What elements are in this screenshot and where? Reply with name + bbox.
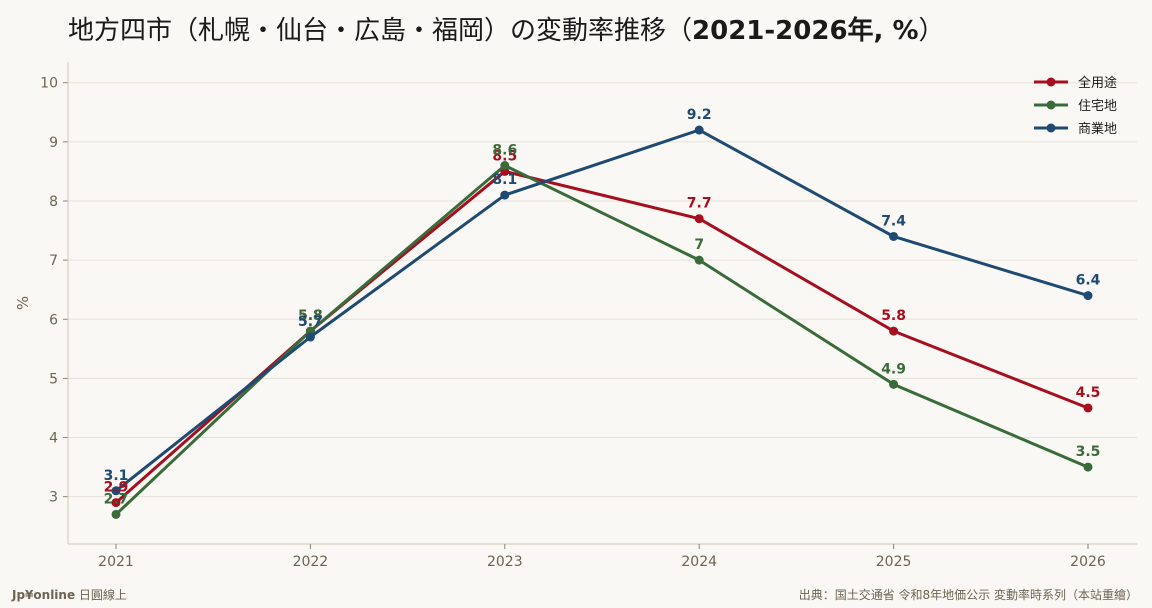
data-label: 7.4	[881, 213, 906, 229]
x-tick-label: 2022	[293, 554, 329, 570]
data-label: 5.8	[881, 308, 906, 324]
data-point	[500, 160, 510, 170]
y-tick-label: 6	[49, 312, 58, 328]
chart-title: 地方四市（札幌・仙台・広島・福岡）の変動率推移（2021-2026年, %）	[68, 10, 945, 47]
y-tick-label: 9	[49, 135, 58, 151]
source-note: 出典：国土交通省 令和8年地価公示 変動率時系列（本站重繪）	[798, 588, 1138, 602]
y-tick-label: 4	[49, 431, 58, 447]
legend-swatch-marker	[1046, 123, 1056, 133]
brand-name: Jp¥online	[12, 588, 76, 602]
data-label: 8.5	[492, 148, 517, 164]
data-label: 6.4	[1076, 273, 1101, 289]
brand-tagline: 日圓線上	[75, 588, 127, 602]
legend-label: 全用途	[1078, 75, 1117, 91]
data-label: 5.8	[298, 308, 323, 324]
data-point	[694, 125, 704, 135]
legend-swatch-marker	[1046, 100, 1056, 110]
y-axis-label: %	[14, 296, 32, 310]
data-point	[889, 326, 899, 336]
data-point	[889, 379, 899, 389]
x-tick-label: 2026	[1070, 554, 1106, 570]
y-tick-label: 3	[49, 490, 58, 506]
chart-title-close: ）	[918, 16, 945, 46]
data-label: 7.7	[687, 196, 712, 212]
data-point	[694, 214, 704, 224]
data-label: 2.9	[104, 480, 129, 496]
data-point	[889, 231, 899, 241]
data-point	[111, 486, 121, 496]
x-tick-label: 2023	[487, 554, 523, 570]
data-label: 9.2	[687, 107, 712, 123]
data-point	[1083, 291, 1093, 301]
x-tick-label: 2025	[876, 554, 912, 570]
x-tick-label: 2021	[98, 554, 134, 570]
legend-swatch-marker	[1046, 77, 1056, 87]
data-point	[500, 190, 510, 200]
data-label: 3.5	[1076, 444, 1101, 460]
data-label: 4.5	[1076, 385, 1101, 401]
footer-brand: Jp¥online 日圓線上	[12, 586, 127, 603]
chart-title-main: 地方四市（札幌・仙台・広島・福岡）の変動率推移（	[68, 16, 693, 46]
y-tick-label: 8	[49, 194, 58, 210]
data-label: 5.7	[298, 314, 323, 330]
data-label: 3.1	[104, 468, 129, 484]
data-point	[111, 498, 121, 508]
data-label: 5.8	[298, 308, 323, 324]
data-point	[1083, 462, 1093, 472]
data-label: 8.1	[492, 172, 517, 188]
series-line-1	[114, 169, 1090, 505]
series-line-2	[114, 163, 1090, 516]
data-point	[1083, 403, 1093, 413]
data-label: 2.7	[104, 491, 129, 507]
data-point	[305, 332, 315, 342]
y-tick-label: 5	[49, 371, 58, 387]
data-point	[111, 509, 121, 519]
y-tick-label: 10	[40, 76, 58, 92]
y-tick-label: 7	[49, 253, 58, 269]
legend-label: 住宅地	[1078, 99, 1117, 114]
series-line-3	[114, 128, 1090, 493]
chart-title-range: 2021-2026年, %	[692, 16, 919, 46]
data-label: 4.9	[881, 361, 906, 377]
data-point	[694, 255, 704, 265]
x-tick-label: 2024	[681, 554, 717, 570]
data-label: 8.6	[492, 142, 517, 158]
legend-label: 商業地	[1078, 121, 1117, 137]
data-label: 7	[694, 237, 704, 253]
